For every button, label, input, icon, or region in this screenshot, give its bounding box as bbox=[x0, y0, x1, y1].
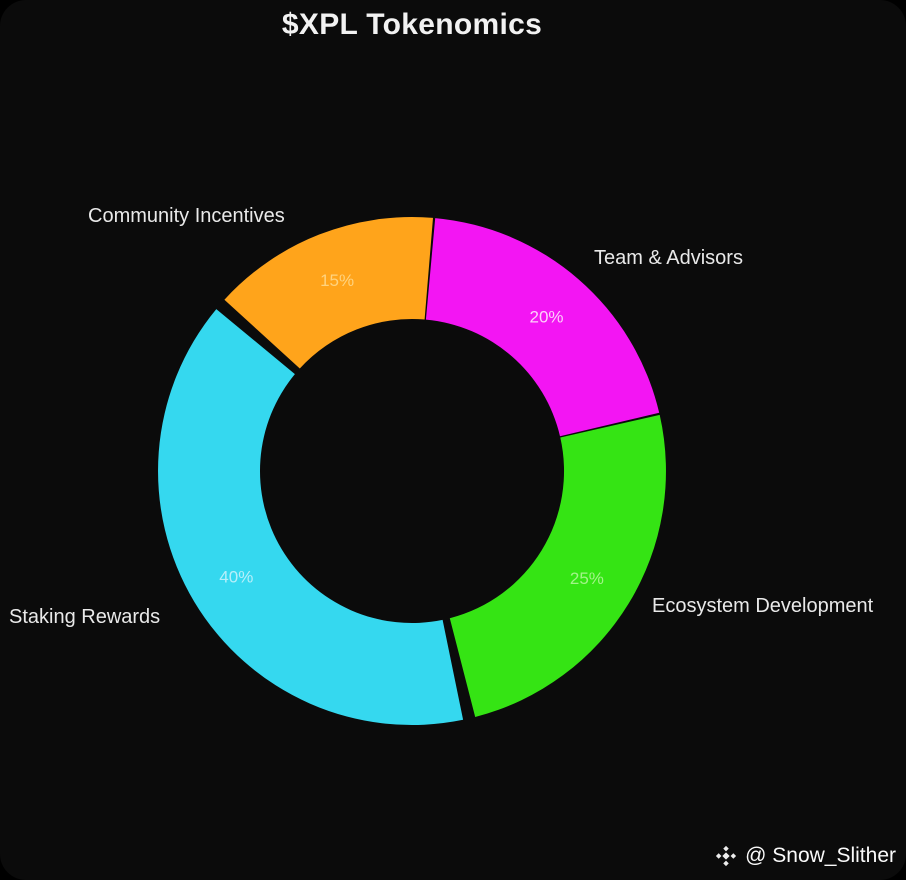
slice-label-team-advisors: Team & Advisors bbox=[594, 247, 743, 269]
chart-title: $XPL Tokenomics bbox=[281, 8, 543, 41]
slice-label-staking-rewards: Staking Rewards bbox=[9, 606, 161, 628]
slice-label-ecosystem-development: Ecosystem Development bbox=[652, 595, 874, 617]
slice-label-community-incentives: Community Incentives bbox=[88, 205, 285, 227]
watermark: @ Snow_Slither bbox=[715, 844, 896, 868]
donut-slice-0 bbox=[425, 218, 660, 437]
watermark-handle: @ Snow_Slither bbox=[745, 844, 896, 867]
donut-pct-label-1: 25% bbox=[570, 569, 604, 588]
donut-pct-label-0: 20% bbox=[529, 307, 563, 326]
donut-pct-label-3: 15% bbox=[320, 271, 354, 290]
binance-diamond-icon bbox=[716, 845, 737, 867]
donut-slice-2 bbox=[158, 309, 464, 725]
donut-slice-3 bbox=[224, 217, 433, 369]
donut-pct-label-2: 40% bbox=[219, 568, 253, 587]
donut-slice-1 bbox=[449, 414, 666, 717]
